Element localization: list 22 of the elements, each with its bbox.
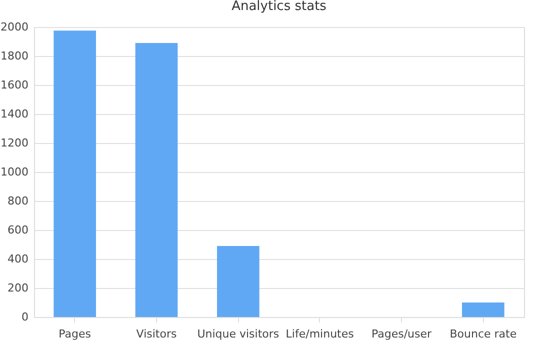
y-tick-label: 400 bbox=[8, 252, 28, 266]
x-tick-label: Pages bbox=[58, 328, 92, 340]
bar bbox=[217, 246, 260, 317]
bar bbox=[54, 30, 96, 317]
y-tick-label: 0 bbox=[22, 310, 28, 324]
y-tick-label: 800 bbox=[8, 194, 28, 208]
y-tick-label: 1600 bbox=[0, 78, 28, 92]
y-tick-label: 1800 bbox=[0, 50, 28, 62]
x-tick-label: Pages/user bbox=[371, 328, 432, 340]
bar bbox=[462, 302, 504, 317]
x-tick-label: Bounce rate bbox=[450, 328, 517, 340]
y-tick-label: 200 bbox=[8, 282, 28, 294]
x-tick-label: Life/minutes bbox=[286, 328, 354, 340]
y-tick-label: 1200 bbox=[0, 136, 28, 150]
x-tick-label: Unique visitors bbox=[197, 328, 280, 340]
chart-title: Analytics stats bbox=[232, 0, 327, 14]
y-tick-label: 1400 bbox=[0, 108, 28, 120]
y-tick-label: 1000 bbox=[0, 166, 28, 178]
y-tick-label: 2000 bbox=[0, 20, 28, 34]
x-tick-label: Visitors bbox=[136, 328, 177, 340]
bar bbox=[135, 42, 178, 317]
y-tick-label: 600 bbox=[8, 224, 28, 236]
